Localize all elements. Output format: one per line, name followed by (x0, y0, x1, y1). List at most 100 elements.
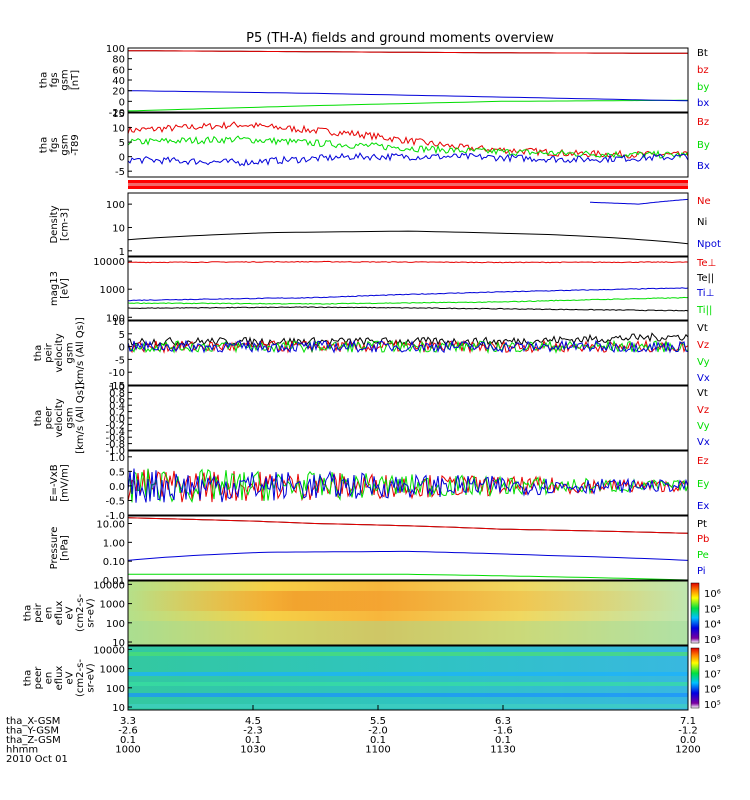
series-mag_temp-ti (127, 296, 688, 305)
series-pressure-pe (128, 573, 689, 581)
xaxis-value: 5.5 (370, 716, 386, 727)
series-pressure-pb (127, 517, 689, 534)
legend-mag_temp-ti: Ti|| (696, 305, 712, 316)
plot-frame-pressure (127, 515, 689, 581)
colorbar-scale (690, 647, 700, 709)
ytick-label: -0.2 (105, 420, 125, 431)
legend-fgs_gsm-by: by (697, 82, 709, 93)
xaxis-value: 1200 (675, 745, 700, 756)
ytick-label: -0.6 (105, 433, 125, 444)
xaxis-value: 4.5 (245, 716, 261, 727)
colorbar-tick: 10⁶ (704, 685, 721, 696)
series-fgs_gsm-by (127, 99, 688, 112)
ylabel-fgs_gsm-3: [nT] (70, 70, 81, 90)
ytick-label: 100 (106, 313, 125, 324)
ylabel-peir_velocity-2: velocity (54, 333, 65, 372)
legend-peer_velocity-vy: Vy (697, 421, 710, 432)
ylabel-density-1: [cm-3] (59, 208, 70, 241)
xaxis-value: 1030 (240, 745, 265, 756)
ylabel-fgs_gsm-0: tha (38, 72, 49, 88)
legend-density-ni: Ni (697, 217, 707, 228)
series-efield-ey (127, 468, 689, 503)
legend-fgs_gsm-bz: bz (697, 65, 709, 76)
ylabel-fgs_t89-2: gsm (59, 134, 70, 155)
ylabel-peir_velocity-1: peir (44, 342, 55, 362)
ytick-label: 1.0 (109, 382, 125, 393)
colorbar-tick: 10³ (704, 635, 721, 646)
ytick-label: 1 (119, 247, 125, 258)
xaxis-value: 1100 (365, 745, 390, 756)
spectrogram-band (128, 591, 688, 611)
ytick-label: 0 (119, 153, 125, 164)
ylabel-peer_velocity-3: gsm (65, 407, 76, 428)
legend-pressure-pe: Pe (697, 550, 709, 561)
ylabel-peer_en_eflux-2: en (44, 672, 55, 685)
series-mag_temp-ti (128, 287, 689, 302)
ylabel-peir_en_eflux-4: eV (65, 606, 76, 619)
plot-frame-fgs_t89 (127, 112, 689, 178)
ytick-label: 10.00 (96, 519, 125, 530)
xaxis-row-label: tha_Y-GSM (6, 726, 59, 737)
legend-peir_velocity-vy: Vy (697, 357, 710, 368)
colorbar-tick: 10⁸ (704, 654, 721, 665)
legend-density-ne: Ne (697, 196, 711, 207)
series-fgs_t89-bx (127, 152, 689, 167)
series-peir_velocity-vt (127, 332, 689, 348)
ytick-label: 40 (112, 76, 125, 87)
panel-mag_temp: mag13 [eV] 10000 1000 100 Te⊥ Te|| Ti⊥ Ti|| (49, 256, 716, 324)
ytick-label: 80 (112, 55, 125, 66)
plot-frame-fgs_gsm (127, 47, 689, 113)
legend-density-npot: Npot (697, 239, 721, 250)
ytick-label: -15 (109, 381, 125, 392)
xaxis-date: 2010 Oct 01 (6, 754, 68, 765)
panel-peer_velocity: tha peer velocity gsm [km/s (All Qs)] 1.00.80… (33, 382, 710, 457)
ylabel-peir_en_eflux-3: eflux (54, 601, 65, 626)
colorbar-peir_en_eflux: 10⁶ 10⁵ 10⁴ 10³ (690, 582, 721, 646)
ytick-label: 10000 (93, 257, 125, 268)
ytick-label: 100 (106, 619, 125, 630)
xaxis-value: 0.1 (370, 735, 386, 746)
xaxis-value: 3.3 (120, 716, 136, 727)
series-efield-ex (127, 468, 689, 503)
legend-peir_velocity-vx: Vx (697, 373, 710, 384)
ytick-label: 0.01 (103, 576, 125, 587)
plot-frame-efield (127, 450, 689, 516)
ytick-label: -1.0 (105, 511, 125, 522)
xaxis-value: 6.3 (495, 716, 511, 727)
colorbar-tick: 10⁴ (704, 620, 721, 631)
ytick-label: 0.0 (109, 414, 125, 425)
ytick-label: 20 (112, 87, 125, 98)
ylabel-peer_velocity-2: velocity (54, 398, 65, 437)
panel-pressure: Pressure [nPa] 10.00 1.00 0.10 0.01 Pt Pb Pe Pi (49, 515, 709, 587)
ytick-label: 15 (112, 109, 125, 120)
ytick-label: 0 (119, 343, 125, 354)
ytick-label: -5 (115, 355, 125, 366)
ylabel-mag_temp-0: mag13 (49, 271, 60, 306)
ylabel-fgs_gsm-2: gsm (59, 69, 70, 90)
ylabel-fgs_t89-1: fgs (49, 137, 60, 152)
ylabel-peer_velocity-4: [km/s (All Qs)] (75, 382, 86, 454)
spectrogram-band (128, 693, 688, 697)
colorbar-tick: 10⁷ (704, 669, 721, 680)
status-bar (128, 183, 688, 186)
legend-pressure-pt: Pt (697, 519, 707, 530)
ytick-label: 10 (112, 317, 125, 328)
spectrogram-band (128, 621, 688, 645)
colorbar-tick: 10⁵ (704, 604, 721, 615)
ytick-label: 0.5 (109, 467, 125, 478)
ylabel-peer_en_eflux-5: (cm2-s- (75, 659, 86, 697)
ytick-label: 100 (106, 44, 125, 55)
spectrogram-band (128, 672, 688, 676)
ylabel-peer_en_eflux-1: peer (33, 666, 44, 690)
ylabel-peir_velocity-4: [km/s (All Qs)] (75, 317, 86, 389)
ylabel-peir_en_eflux-5: (cm2-s- (75, 594, 86, 632)
panel-peir_velocity: tha peir velocity gsm [km/s (All Qs)] 10 5 0-5 -… (33, 317, 710, 392)
series-fgs_t89-by (127, 135, 689, 159)
legend-fgs_gsm-bt: Bt (697, 48, 708, 59)
ytick-label: 10 (112, 703, 125, 714)
plot-frame-peir_en_eflux (127, 580, 689, 646)
legend-fgs_t89-by: By (697, 140, 710, 151)
colorbar-scale (690, 582, 700, 644)
xaxis-value: -1.6 (493, 726, 513, 737)
